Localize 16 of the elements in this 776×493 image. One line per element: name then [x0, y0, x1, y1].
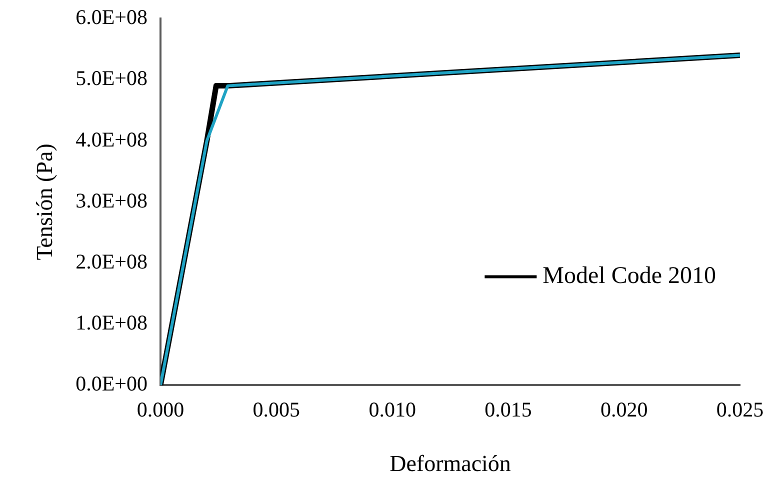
x-tick-label: 0.005	[252, 397, 300, 422]
y-tick-label: 2.0E+08	[76, 250, 148, 274]
y-tick-label: 3.0E+08	[76, 188, 148, 212]
y-tick-label: 4.0E+08	[76, 127, 148, 152]
x-tick-label: 0.025	[716, 397, 764, 422]
y-tick-label: 1.0E+08	[76, 310, 148, 335]
y-tick-label: 6.0E+08	[76, 5, 148, 30]
x-tick-label: 0.015	[484, 397, 532, 422]
x-tick-label: 0.010	[368, 397, 416, 422]
x-axis-title: Deformación	[390, 451, 512, 476]
y-tick-label: 5.0E+08	[76, 66, 148, 90]
x-tick-label: 0.020	[600, 397, 648, 422]
y-axis-title: Tensión (Pa)	[32, 144, 57, 260]
legend-label: Model Code 2010	[542, 262, 716, 289]
y-tick-label: 0.0E+00	[76, 372, 148, 396]
x-tick-label: 0.000	[136, 397, 184, 422]
